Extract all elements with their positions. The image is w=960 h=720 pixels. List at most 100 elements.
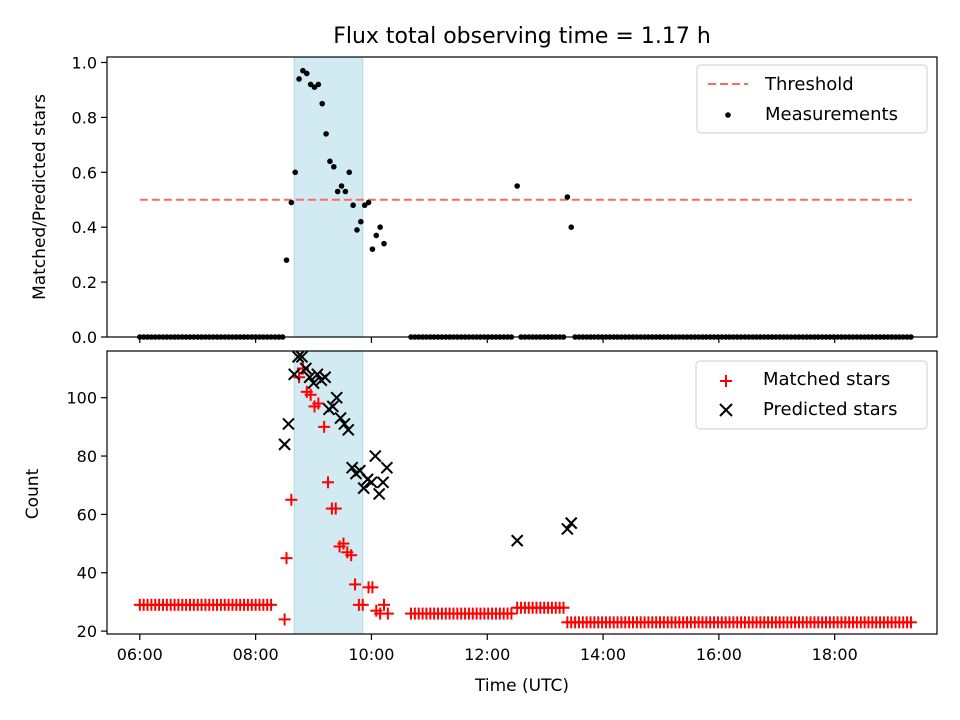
matched-star-point — [366, 581, 379, 594]
predicted-star-point — [338, 417, 351, 431]
legend-label-matched-stars: Matched stars — [763, 369, 890, 390]
highlight-span — [293, 56, 364, 338]
measurement-point — [323, 131, 329, 137]
measurement-point — [334, 188, 341, 195]
measurement-point — [319, 100, 326, 107]
matched-star-point — [381, 607, 394, 620]
plot-frame — [106, 350, 938, 635]
matched-star-point — [304, 388, 317, 401]
y-tick-label: 0.4 — [72, 218, 97, 237]
matched-star-point — [280, 552, 293, 565]
measurement-point — [377, 224, 383, 230]
predicted-star-point — [345, 461, 359, 474]
measurement-point — [354, 227, 360, 233]
legend-label-measurements: Measurements — [765, 104, 898, 125]
predicted-star-point — [278, 438, 291, 451]
matched-star-point — [337, 537, 350, 550]
measurement-point — [342, 188, 349, 195]
y-tick-label: 0.8 — [72, 108, 97, 127]
predicted-star-point — [510, 534, 524, 547]
predicted-star-point — [565, 516, 578, 530]
legend-frame — [695, 360, 928, 430]
predicted-star-point — [330, 391, 343, 404]
data-marks — [133, 350, 917, 629]
y-ticks: 20 40 60 80 100 — [66, 389, 107, 641]
predicted-star-point — [342, 423, 355, 436]
matched-star-point — [904, 616, 917, 629]
y-tick-label: 1.0 — [72, 53, 97, 72]
y-tick-label: 0.6 — [72, 163, 97, 182]
y-tick-label: 20 — [77, 622, 97, 641]
legend: Threshold Measurements — [696, 64, 928, 134]
measurements-legend-swatch — [725, 112, 731, 118]
matched-star-point — [349, 578, 362, 591]
predicted-star-point — [311, 368, 324, 381]
matched-star-point — [278, 613, 291, 626]
matched-star-point — [312, 397, 325, 410]
predicted-star-point — [303, 371, 316, 384]
measurement-point — [311, 84, 318, 90]
highlight-span-rect — [293, 350, 364, 635]
ratio-panel: 0.0 0.2 0.4 0.6 0.8 1.0 Matched/Predicted sta… — [30, 53, 938, 347]
y-tick-label: 80 — [77, 447, 97, 466]
highlight-span — [293, 350, 364, 635]
matched-stars-legend-swatch — [720, 375, 732, 387]
figure-title: Flux total observing time = 1.17 h — [333, 24, 711, 49]
x-ticks: 06:00 08:00 10:00 12:00 14:00 16:00 18:00 — [117, 634, 858, 664]
measurement-point — [346, 169, 353, 176]
measurement-point — [283, 257, 290, 263]
x-tick-label: 16:00 — [696, 645, 742, 664]
predicted-star-point — [369, 449, 382, 463]
x-tick-label: 08:00 — [233, 645, 279, 664]
predicted-star-point — [365, 476, 378, 489]
x-tick-label: 18:00 — [812, 645, 858, 664]
y-tick-label: 100 — [66, 389, 97, 408]
predicted-star-point — [334, 411, 347, 425]
y-tick-label: 0.2 — [72, 273, 97, 292]
predicted-star-point — [561, 522, 574, 536]
y-tick-label: 40 — [77, 564, 97, 583]
matched-star-point — [557, 601, 570, 614]
matched-star-point — [377, 598, 390, 611]
predicted-star-point — [307, 376, 320, 390]
measurement-point — [568, 224, 575, 230]
predicted-star-point — [288, 368, 301, 381]
predicted-star-point — [318, 371, 332, 384]
measurement-point — [358, 218, 364, 225]
predicted-star-point — [372, 487, 386, 501]
measurement-point — [327, 158, 333, 165]
measurement-point — [564, 194, 571, 200]
measurement-point — [315, 81, 322, 88]
measurement-point — [361, 202, 368, 209]
matched-star-point — [318, 420, 331, 433]
y-axis-label: Matched/Predicted stars — [30, 94, 50, 300]
matched-star-point — [345, 549, 358, 562]
measurement-point — [303, 70, 310, 77]
matched-star-point — [285, 493, 298, 506]
y-axis-label: Count — [23, 468, 43, 519]
count-panel: 06:00 08:00 10:00 12:00 14:00 16:00 18:00 20 40… — [23, 350, 938, 664]
predicted-star-point — [282, 417, 295, 431]
x-tick-label: 14:00 — [580, 645, 626, 664]
matched-star-point — [293, 371, 306, 384]
matched-star-point — [505, 607, 518, 620]
matched-star-point — [329, 502, 342, 515]
highlight-span-rect — [293, 56, 364, 338]
x-tick-label: 10:00 — [348, 645, 394, 664]
plot-frame — [106, 56, 938, 338]
predicted-star-point — [326, 400, 340, 413]
measurement-point — [338, 183, 345, 189]
predicted-star-point — [291, 350, 305, 364]
measurement-point — [514, 183, 520, 189]
measurement-point — [307, 81, 314, 88]
measurement-point — [288, 199, 295, 206]
measurement-point — [365, 199, 372, 206]
measurement-point — [300, 67, 306, 74]
x-axis-label: Time (UTC) — [474, 676, 569, 696]
predicted-star-point — [357, 481, 370, 495]
predicted-star-point — [299, 362, 313, 375]
x-tick-label: 12:00 — [464, 645, 510, 664]
y-tick-label: 60 — [77, 505, 97, 524]
legend: Matched stars Predicted stars — [695, 360, 928, 430]
